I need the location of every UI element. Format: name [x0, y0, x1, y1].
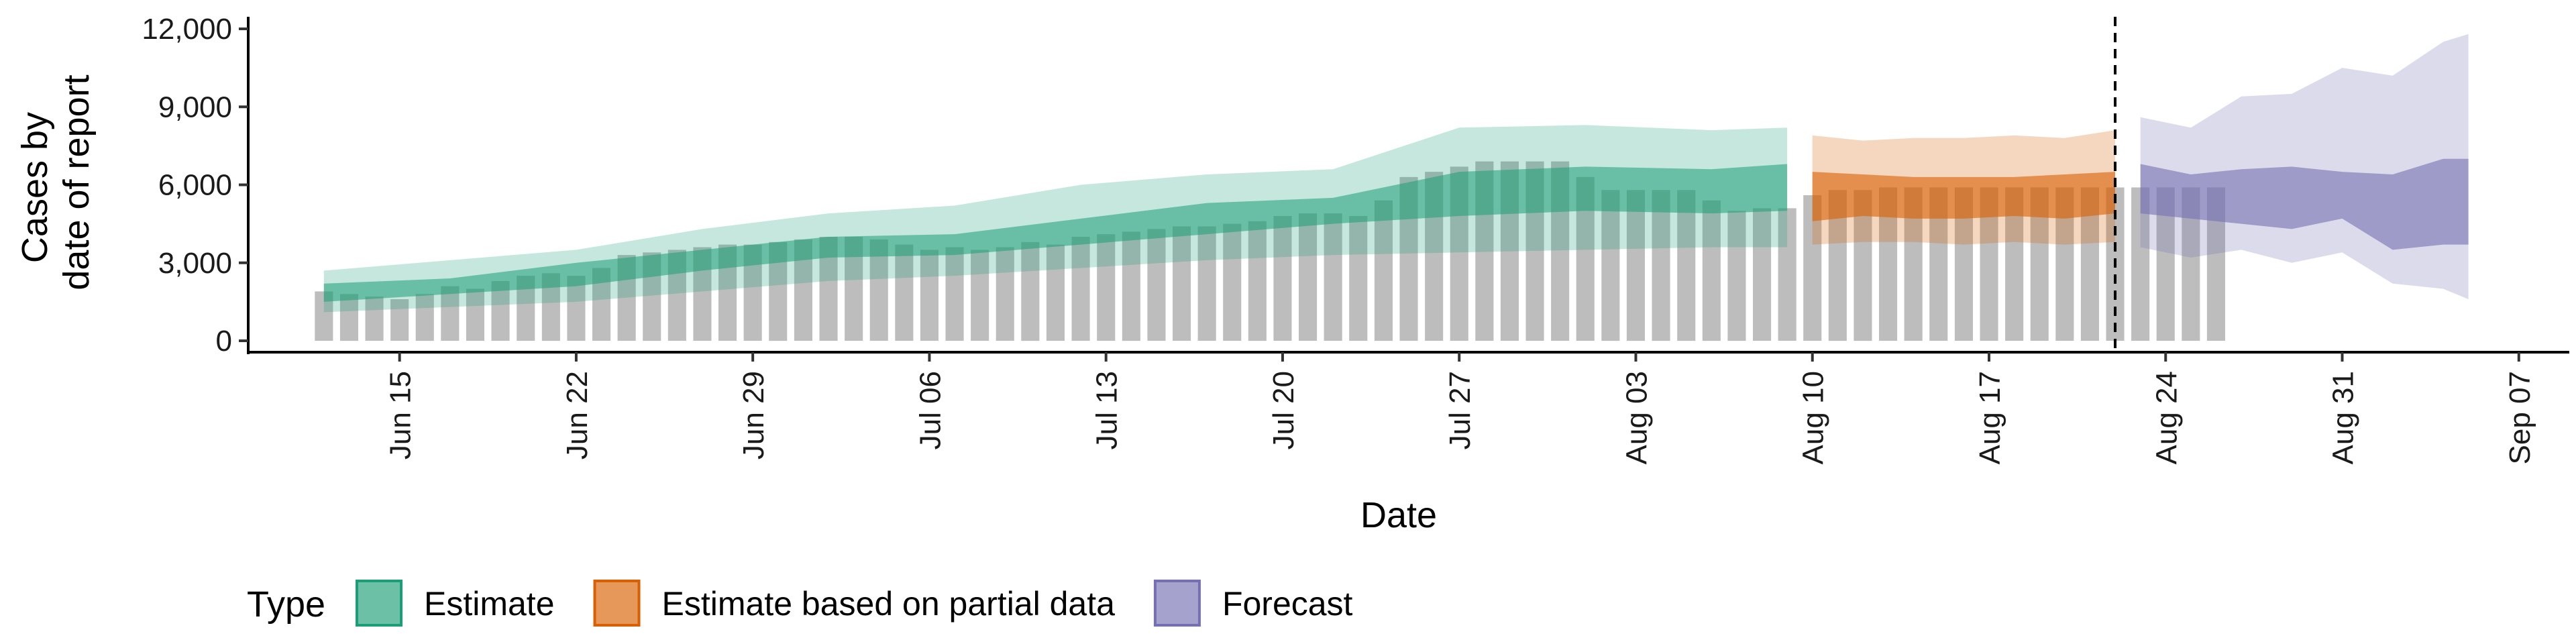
legend-swatch — [593, 580, 641, 627]
bar — [1778, 208, 1796, 341]
plot-area — [315, 17, 2469, 352]
legend-label: Estimate based on partial data — [662, 585, 1116, 623]
x-tick-label: Aug 24 — [2150, 371, 2183, 464]
y-tick-label: 6,000 — [158, 169, 232, 202]
bar — [1626, 190, 1645, 341]
x-tick-label: Aug 03 — [1621, 371, 1654, 464]
bar — [971, 250, 989, 341]
bar — [920, 250, 938, 341]
bar — [1097, 234, 1116, 341]
bar — [1374, 200, 1393, 341]
x-tick-label: Jul 13 — [1091, 371, 1124, 449]
bar — [1273, 216, 1292, 341]
legend-label: Forecast — [1222, 585, 1353, 623]
x-tick-label: Jun 15 — [384, 371, 417, 460]
bar — [466, 288, 484, 341]
bar — [1122, 231, 1140, 341]
x-tick-label: Jul 06 — [914, 371, 947, 449]
bar — [1753, 208, 1772, 341]
bar — [895, 244, 914, 341]
x-tick-label: Aug 10 — [1797, 371, 1830, 464]
x-tick-label: Aug 31 — [2327, 371, 2360, 464]
x-axis-title: Date — [1360, 495, 1437, 535]
forecast-ribbon-50 — [2140, 158, 2469, 250]
bar — [1299, 213, 1318, 341]
x-tick-label: Aug 17 — [1974, 371, 2006, 464]
legend-label: Estimate — [424, 585, 555, 623]
bar — [339, 294, 358, 341]
y-tick-label: 0 — [216, 325, 232, 358]
y-tick-label: 9,000 — [158, 91, 232, 123]
bar — [1248, 221, 1267, 341]
estimate-based-on-partial-data-ribbon-50 — [1812, 172, 2115, 221]
bar — [996, 247, 1014, 341]
x-tick-label: Jun 29 — [737, 371, 770, 460]
legend-title: Type — [247, 584, 325, 625]
bar — [415, 294, 434, 341]
bar — [1197, 226, 1216, 341]
bar — [1349, 216, 1368, 341]
axes: 0 3,000 6,000 9,000 12,000 Jun 15 Jun 22 Jun 29… — [142, 13, 2569, 464]
legend-swatch — [356, 580, 402, 627]
y-tick-label: 3,000 — [158, 247, 232, 280]
estimate-ribbon-50 — [323, 164, 1788, 302]
bar — [1223, 223, 1242, 341]
bar — [1071, 237, 1090, 341]
y-tick-label: 12,000 — [142, 13, 232, 46]
legend: Type Estimate Estimate based on partial d… — [247, 580, 1353, 627]
x-tick-label: Jun 22 — [561, 371, 594, 460]
bar — [1601, 190, 1620, 341]
bar — [365, 297, 384, 341]
bar — [1147, 229, 1166, 341]
bar — [1702, 200, 1721, 341]
x-tick-label: Jul 27 — [1444, 371, 1477, 449]
bar — [1021, 241, 1040, 341]
bar — [1652, 190, 1670, 341]
legend-swatch — [1153, 580, 1201, 627]
bar — [567, 276, 586, 341]
y-axis-title: Cases by date of report — [15, 74, 97, 290]
bar — [390, 299, 409, 341]
bar — [1173, 226, 1191, 341]
bar — [945, 247, 964, 341]
y-axis-title-line-1: Cases by — [15, 112, 55, 263]
bar — [1677, 190, 1696, 341]
bar — [1324, 213, 1342, 341]
x-tick-label: Sep 07 — [2504, 371, 2536, 464]
bar — [1046, 244, 1065, 341]
bar — [441, 286, 460, 341]
x-tick-label: Jul 20 — [1267, 371, 1300, 449]
bar — [1727, 211, 1746, 341]
y-axis-title-line-2: date of report — [56, 74, 97, 290]
